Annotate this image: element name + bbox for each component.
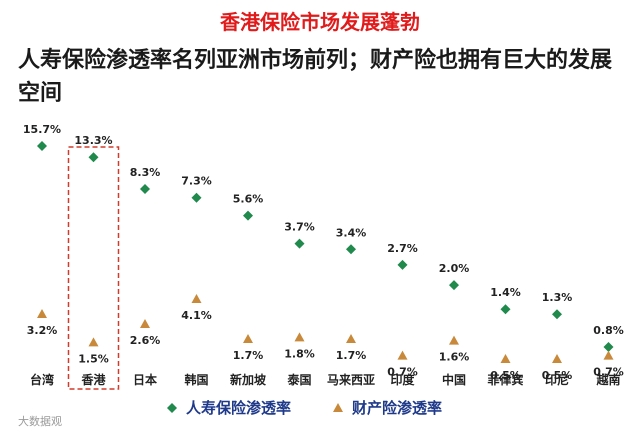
life-point <box>603 342 614 352</box>
life-value-label: 3.7% <box>284 221 315 234</box>
property-point <box>140 319 150 328</box>
life-value-label: 13.3% <box>74 134 112 147</box>
life-value-label: 3.4% <box>336 226 367 239</box>
page-subtitle: 人寿保险渗透率名列亚洲市场前列；财产险也拥有巨大的发展空间 <box>18 48 613 106</box>
category-label: 印度 <box>390 372 415 387</box>
legend-property-marker <box>333 403 343 412</box>
life-value-label: 15.7% <box>23 123 61 136</box>
category-label: 香港 <box>80 372 106 387</box>
life-point <box>243 210 253 221</box>
property-point <box>191 294 202 303</box>
life-value-label: 2.7% <box>387 242 418 255</box>
life-value-label: 1.3% <box>542 291 573 304</box>
watermark: 大数据观 <box>18 414 62 428</box>
property-point <box>449 335 459 345</box>
life-point <box>88 152 99 163</box>
life-value-label: 1.4% <box>490 286 521 299</box>
property-point <box>500 354 511 363</box>
category-label: 中国 <box>442 372 466 387</box>
life-point <box>294 238 305 249</box>
category-label: 越南 <box>595 372 620 387</box>
property-value-label: 4.1% <box>181 309 212 322</box>
life-value-label: 8.3% <box>130 166 161 179</box>
legend-property-label: 财产险渗透率 <box>352 399 442 417</box>
property-value-label: 1.8% <box>284 347 315 360</box>
property-value-label: 1.5% <box>78 352 109 365</box>
category-label: 印尼 <box>545 373 569 387</box>
life-point <box>191 192 202 203</box>
property-point <box>243 334 253 343</box>
category-label: 泰国 <box>286 372 311 387</box>
life-point <box>500 304 511 315</box>
legend-life-label: 人寿保险渗透率 <box>186 399 291 417</box>
property-point <box>294 332 305 342</box>
category-label: 新加坡 <box>230 372 267 387</box>
category-label: 韩国 <box>184 372 208 387</box>
property-value-label: 0.7% <box>387 366 418 379</box>
life-point <box>397 259 408 270</box>
property-value-label: 3.2% <box>27 324 58 337</box>
life-point <box>552 309 562 320</box>
page-title: 香港保险市场发展蓬勃 <box>220 10 420 34</box>
property-value-label: 0.5% <box>542 369 573 382</box>
category-label: 台湾 <box>30 372 54 387</box>
property-value-label: 2.6% <box>130 334 161 347</box>
life-point <box>37 141 47 151</box>
category-label: 菲律宾 <box>487 372 523 387</box>
property-value-label: 1.7% <box>336 349 367 362</box>
life-point <box>449 280 459 291</box>
property-value-label: 1.6% <box>439 351 470 364</box>
property-point <box>552 354 562 363</box>
life-value-label: 5.6% <box>233 193 264 206</box>
category-label: 马来西亚 <box>327 372 375 387</box>
property-value-label: 0.5% <box>490 369 521 382</box>
property-point <box>603 350 614 360</box>
property-point <box>397 350 408 360</box>
life-point <box>140 184 150 195</box>
category-label: 日本 <box>133 372 157 387</box>
life-value-label: 2.0% <box>439 262 470 275</box>
property-point <box>88 337 99 347</box>
legend-life-marker <box>167 403 177 413</box>
property-point <box>37 309 47 318</box>
highlight-box <box>67 146 120 390</box>
life-value-label: 0.8% <box>593 324 624 337</box>
property-point <box>346 334 356 343</box>
property-value-label: 1.7% <box>233 349 264 362</box>
life-point <box>346 244 356 255</box>
property-value-label: 0.7% <box>593 366 624 379</box>
life-value-label: 7.3% <box>181 175 212 188</box>
